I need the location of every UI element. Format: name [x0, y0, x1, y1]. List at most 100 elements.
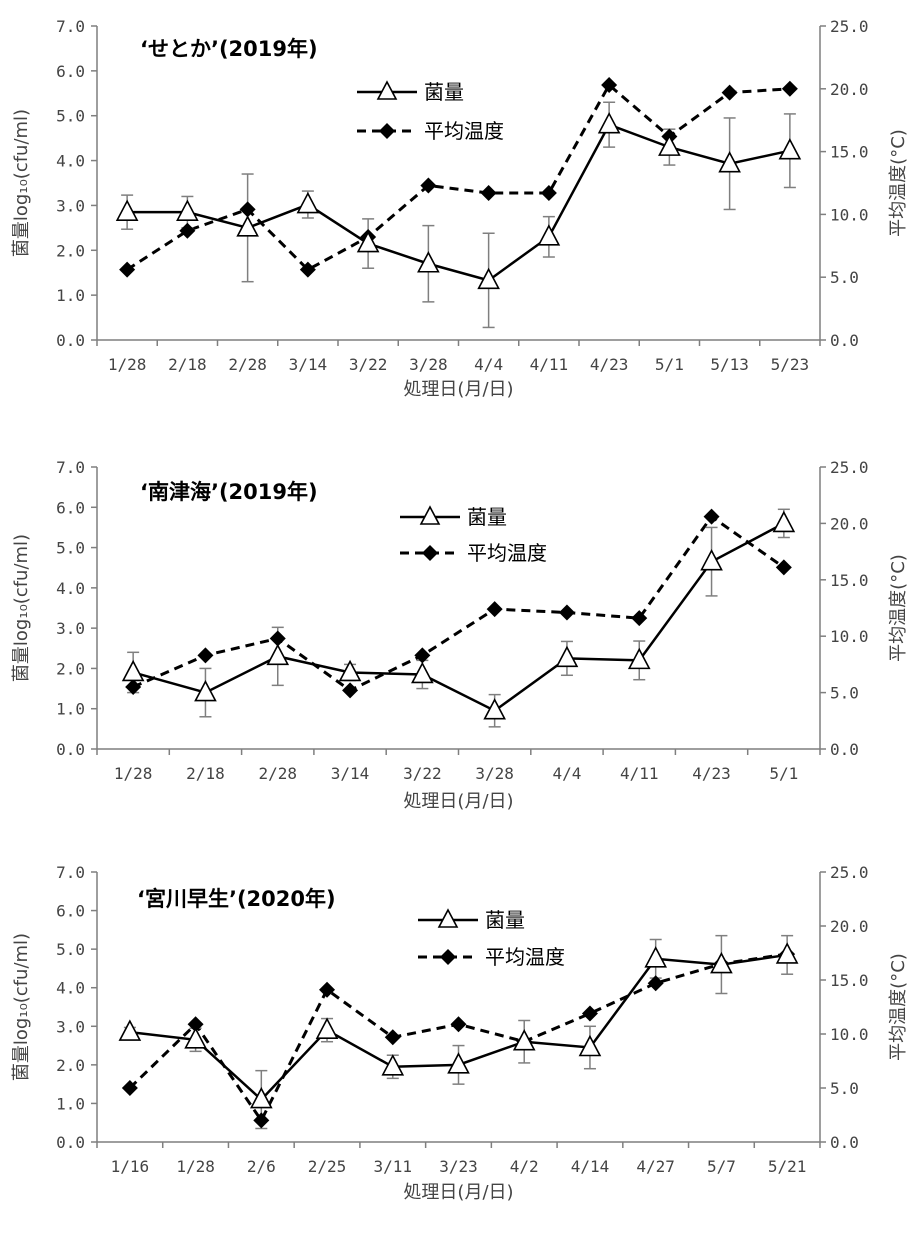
- y-tick-label-left: 7.0: [56, 863, 85, 882]
- bacteria-point: [658, 134, 681, 156]
- y-tick-label-left: 7.0: [56, 458, 85, 477]
- x-tick-label: 4/23: [590, 355, 629, 374]
- bacteria-point: [315, 1017, 339, 1039]
- y-tick-label-left: 4.0: [56, 579, 85, 598]
- x-tick-label: 3/28: [409, 355, 448, 374]
- y-tick-label-left: 6.0: [56, 902, 85, 921]
- y-tick-label-right: 0.0: [830, 331, 859, 350]
- x-tick-label: 4/27: [636, 1157, 675, 1176]
- x-tick-label: 5/7: [707, 1157, 736, 1176]
- x-tick-label: 3/14: [289, 355, 328, 374]
- bacteria-point: [775, 942, 799, 964]
- y-tick-label-left: 3.0: [56, 196, 85, 215]
- chart-setoka: 0.0 1.0 2.0 3.0 4.0 5.0 6.0 7.0 0.0 5.0 10.0 15.0 20…: [11, 17, 909, 400]
- temperature-point: [486, 601, 503, 618]
- y-tick-label-right: 0.0: [830, 740, 859, 759]
- legend-marker-temperature: [440, 949, 456, 965]
- temperature-point: [342, 682, 359, 699]
- y-tick-label-left: 2.0: [56, 659, 85, 678]
- x-axis-title: 処理日(月/日): [403, 1182, 513, 1203]
- y-tick-label-right: 15.0: [830, 571, 869, 590]
- series-line-bacteria: [132, 522, 785, 713]
- series-line-temperature: [132, 514, 785, 693]
- y-tick-label-right: 5.0: [830, 268, 859, 287]
- y-tick-label-right: 10.0: [830, 205, 869, 224]
- y-tick-label-left: 5.0: [56, 539, 85, 558]
- bacteria-point: [381, 1054, 405, 1076]
- y-axis-title-right: 平均温度(°C): [888, 129, 909, 237]
- bacteria-point: [249, 1086, 273, 1109]
- series-line-temperature: [128, 952, 788, 1124]
- temperature-point: [269, 630, 286, 647]
- temperature-point: [631, 610, 648, 627]
- legend-label-temperature: 平均温度: [467, 541, 547, 565]
- x-tick-label: 5/1: [769, 764, 798, 783]
- x-tick-label: 1/28: [114, 764, 153, 783]
- y-tick-label-left: 2.0: [56, 241, 85, 260]
- x-axis-title: 処理日(月/日): [403, 791, 513, 812]
- temperature-point: [299, 261, 316, 278]
- y-tick-label-left: 4.0: [56, 152, 85, 171]
- temperature-point: [414, 647, 431, 664]
- bacteria-point: [411, 661, 434, 684]
- y-tick-label-right: 20.0: [830, 917, 869, 936]
- bacteria-point: [627, 647, 651, 670]
- y-tick-label-left: 0.0: [56, 740, 85, 759]
- bacteria-point: [296, 191, 320, 214]
- temperature-point: [125, 678, 142, 695]
- x-tick-label: 4/14: [571, 1157, 610, 1176]
- bacteria-point: [356, 230, 380, 253]
- series-line-temperature: [126, 82, 790, 272]
- y-tick-label-right: 20.0: [830, 514, 869, 533]
- y-tick-label-left: 7.0: [56, 17, 85, 36]
- y-tick-label-right: 25.0: [830, 17, 869, 36]
- bacteria-point: [597, 111, 621, 134]
- x-tick-label: 4/23: [692, 764, 731, 783]
- temperature-point: [253, 1112, 270, 1129]
- legend-label-bacteria: 菌量: [467, 505, 507, 529]
- bacteria-point: [700, 548, 723, 571]
- temperature-point: [179, 222, 196, 239]
- y-tick-label-left: 1.0: [56, 1094, 85, 1113]
- bacteria-point: [778, 137, 802, 160]
- bacteria-point: [118, 1019, 142, 1041]
- temperature-point: [558, 604, 575, 621]
- y-tick-label-right: 15.0: [830, 971, 869, 990]
- temperature-point: [420, 177, 437, 194]
- x-tick-label: 5/1: [655, 355, 684, 374]
- x-tick-label: 2/18: [168, 355, 207, 374]
- x-tick-label: 1/28: [176, 1157, 215, 1176]
- chart-miyagawa-wase: 0.0 1.0 2.0 3.0 4.0 5.0 6.0 7.0 0.0 5.0 10.0 15.0 20…: [11, 863, 909, 1203]
- bacteria-point: [236, 215, 259, 237]
- y-axis-title-right: 平均温度(°C): [888, 554, 909, 662]
- y-tick-label-left: 0.0: [56, 1133, 85, 1152]
- x-tick-label: 5/13: [710, 355, 749, 374]
- bacteria-point: [184, 1027, 207, 1049]
- bacteria-point: [266, 643, 290, 666]
- y-tick-label-right: 10.0: [830, 627, 869, 646]
- temperature-point: [119, 261, 136, 278]
- bacteria-point: [578, 1034, 602, 1057]
- temperature-point: [775, 559, 792, 576]
- temperature-point: [121, 1080, 138, 1096]
- x-tick-label: 3/22: [349, 355, 388, 374]
- bacteria-point: [718, 150, 741, 173]
- y-tick-label-left: 1.0: [56, 286, 85, 305]
- temperature-point: [581, 1005, 598, 1022]
- y-tick-label-right: 20.0: [830, 80, 869, 99]
- bacteria-point: [338, 659, 362, 682]
- y-tick-label-right: 25.0: [830, 458, 869, 477]
- y-axis-title-left: 菌量log₁₀(cfu/ml): [11, 109, 32, 257]
- temperature-point: [384, 1029, 401, 1046]
- y-tick-label-right: 0.0: [830, 1133, 859, 1152]
- temperature-point: [197, 647, 214, 664]
- bacteria-point: [176, 199, 199, 221]
- y-tick-label-left: 5.0: [56, 107, 85, 126]
- x-tick-label: 4/11: [530, 355, 569, 374]
- bacteria-point: [115, 199, 139, 221]
- x-tick-label: 5/23: [771, 355, 810, 374]
- bacteria-point: [417, 251, 440, 273]
- y-tick-label-left: 6.0: [56, 62, 85, 81]
- bacteria-point: [121, 659, 145, 682]
- legend-marker-temperature: [379, 123, 395, 139]
